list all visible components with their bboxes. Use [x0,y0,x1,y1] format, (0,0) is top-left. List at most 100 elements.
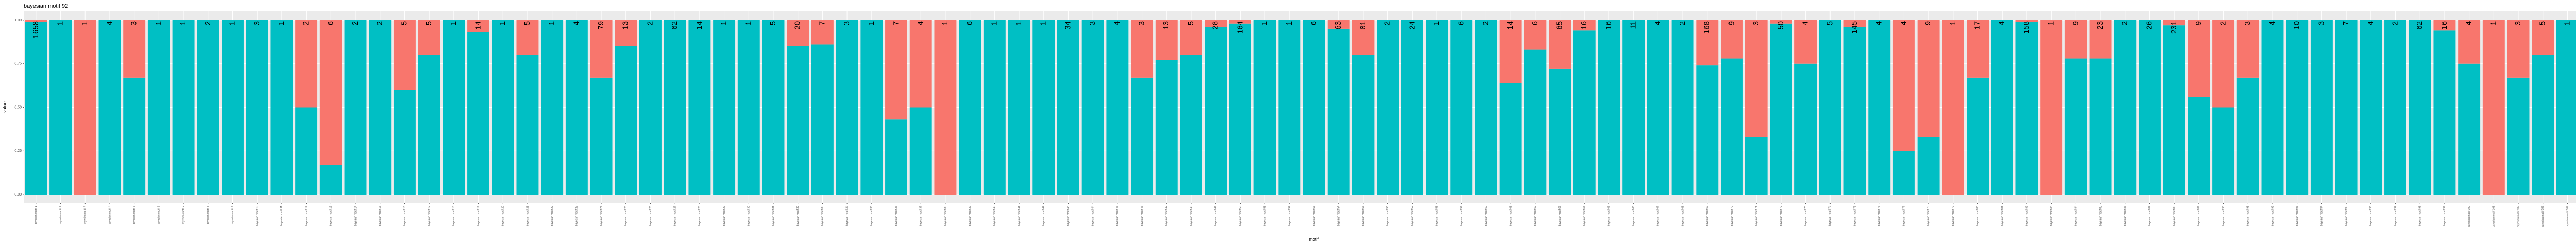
bar-segment [2188,20,2210,97]
bar-label: 81 [1359,21,1367,30]
bar-label: 1 [1432,21,1441,25]
bar-segment [1499,83,1522,195]
bar-segment [1991,20,2013,195]
x-tick-label: bayesian motif 12 [305,206,308,226]
x-tick-label: bayesian motif 103 [2541,206,2545,227]
bar-segment [2532,20,2554,55]
bar-segment [197,20,219,195]
bar-segment [1892,151,1915,195]
bar-segment [639,20,662,195]
x-tick-label: bayesian motif 39 [969,206,972,226]
x-tick-label: bayesian motif 63 [1558,206,1562,226]
bar-label: 1 [449,21,458,25]
bar-segment [688,20,711,195]
x-tick-label: bayesian motif 24 [600,206,603,226]
bar-segment [2163,25,2185,195]
bar-segment [590,20,613,78]
bar-label: 1 [1948,21,1957,25]
x-tick-label: bayesian motif 60 [1485,206,1488,226]
bar-segment [443,20,465,195]
bar-segment [565,20,588,195]
bar-segment [1745,20,1768,137]
bar-label: 1 [720,21,728,25]
bar-label: 10 [2293,21,2301,30]
bar-segment [664,20,686,195]
bar-label: 4 [572,21,581,25]
bar-segment [2261,20,2284,195]
bar-label: 50 [1776,21,1785,30]
bar-label: 16 [2440,21,2449,30]
bar-segment [1327,20,1350,29]
bar-label: 4 [2366,21,2375,25]
bar-segment [2360,20,2382,195]
bar-label: 65 [1555,21,1564,30]
bar-segment [418,55,440,195]
bar-label: 3 [1138,21,1146,25]
bar-segment [909,107,932,195]
x-tick-label: bayesian motif 33 [821,206,824,226]
x-tick-label: bayesian motif 54 [1337,206,1341,226]
bar-label: 1 [2047,21,2056,25]
bar-segment [1377,20,1399,195]
bar-segment [2064,20,2087,59]
y-tick-label: 0.50 [14,105,22,109]
bar-label: 1 [1014,21,1023,25]
x-tick-label: bayesian motif 8 [207,206,210,225]
bar-segment [1843,27,1866,195]
x-tick-label: bayesian motif 27 [674,206,677,226]
bar-label: 14 [1506,21,1515,30]
x-tick-label: bayesian motif 29 [723,206,726,226]
x-tick-label: bayesian motif 58 [1435,206,1438,226]
bar-segment [2040,20,2063,195]
bar-label: 5 [400,21,409,25]
y-tick-label: 0.75 [14,62,22,66]
bar-segment [1205,27,1227,195]
bar-segment [1081,20,1104,195]
x-tick-label: bayesian motif 62 [1534,206,1537,226]
bar-label: 1 [498,21,507,25]
x-tick-label: bayesian motif 28 [698,206,701,226]
bar-segment [1696,20,1719,66]
bar-label: 4 [1875,21,1884,25]
bar-label: 5 [769,21,777,25]
x-tick-label: bayesian motif 74 [1829,206,1832,226]
bar-label: 6 [965,21,974,25]
bar-label: 1 [228,21,236,25]
bar-segment [1278,20,1301,195]
bar-label: 3 [1088,21,1097,25]
bar-label: 6 [1457,21,1466,25]
x-tick-label: bayesian motif 42 [1042,206,1045,226]
bar-segment [811,20,834,45]
y-tick-label: 0.25 [14,149,22,153]
x-tick-label: bayesian motif 96 [2369,206,2372,226]
x-tick-label: bayesian motif 1 [35,206,38,225]
x-axis-title: motif [1309,237,1319,242]
bar-segment [2015,20,2038,22]
x-tick-label: bayesian motif 47 [1165,206,1168,226]
bar-label: 1 [548,21,556,25]
bar-label: 62 [670,21,679,30]
bar-label: 6 [1531,21,1539,25]
bar-segment [49,20,72,195]
bar-segment [615,46,637,195]
bar-segment [369,20,392,195]
x-tick-label: bayesian motif 100 [2468,206,2471,227]
x-tick-label: bayesian motif 53 [1313,206,1316,226]
bar-label: 2 [646,21,654,25]
bar-segment [1967,20,1989,78]
bar-segment [1843,20,1866,27]
bar-label: 9 [2194,21,2203,25]
bar-segment [222,20,244,195]
bar-segment [737,20,760,195]
bar-segment [541,20,564,195]
bar-segment [1819,20,1841,195]
bar-segment [74,20,96,195]
bar-segment [393,90,416,195]
x-tick-label: bayesian motif 56 [1386,206,1389,226]
x-tick-label: bayesian motif 11 [280,206,283,226]
bar-segment [1573,20,1596,31]
x-tick-label: bayesian motif 89 [2197,206,2200,226]
x-tick-label: bayesian motif 52 [1288,206,1291,226]
bar-segment [123,20,146,78]
